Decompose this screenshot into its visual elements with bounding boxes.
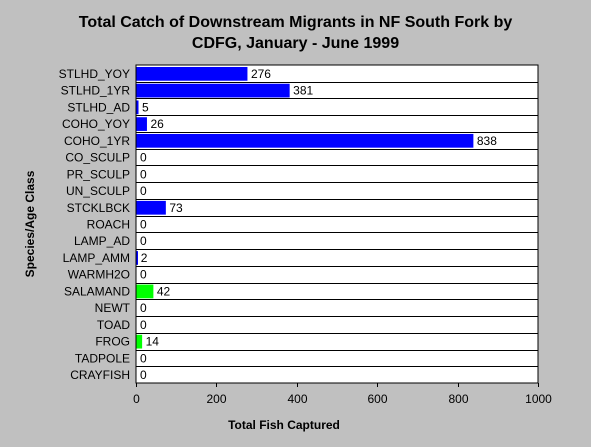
- value-labels: 276 381 526 838 0 0 0 73 0 0 2 0 42 0 0 14 0 0: [140, 67, 497, 382]
- category-label: STLHD_AD: [67, 100, 130, 114]
- x-tick-label: 400: [287, 392, 307, 406]
- value-label: 381: [293, 84, 313, 98]
- value-label: 5: [142, 100, 149, 114]
- x-tick-label: 0: [133, 392, 140, 406]
- bar: [136, 133, 474, 148]
- plot-area: [135, 64, 539, 384]
- value-label: 0: [140, 151, 147, 165]
- chart-title-line-2: CDFG, January - June 1999: [191, 35, 400, 52]
- category-label: NEWT: [95, 301, 131, 315]
- category-label: PR_SCULP: [67, 167, 130, 181]
- value-label: 73: [169, 201, 183, 215]
- x-tick-labels: 0 200 400 600 800 1000: [133, 383, 552, 406]
- value-label: 0: [140, 318, 147, 332]
- value-label: 26: [150, 117, 164, 131]
- bar: [136, 83, 290, 98]
- category-label: LAMP_AD: [74, 234, 130, 248]
- category-labels: STLHD_YOY STLHD_1YR STLHD_AD COHO_YOY COHO_1…: [59, 67, 131, 382]
- category-label: TOAD: [97, 318, 130, 332]
- value-label: 0: [140, 301, 147, 315]
- category-label: COHO_YOY: [62, 117, 130, 131]
- x-tick-label: 1000: [525, 392, 552, 406]
- value-label: 0: [140, 268, 147, 282]
- bar: [136, 251, 138, 265]
- x-axis-title: Total Fish Captured: [228, 418, 340, 432]
- x-tick-label: 800: [448, 392, 468, 406]
- category-label: SALAMAND: [64, 284, 130, 298]
- value-label: 276: [251, 67, 271, 81]
- category-label: CO_SCULP: [65, 151, 130, 165]
- value-label: 0: [140, 184, 147, 198]
- x-tick-label: 600: [367, 392, 387, 406]
- category-label: LAMP_AMM: [63, 251, 130, 265]
- value-label: 14: [146, 335, 160, 349]
- bars: [136, 67, 474, 349]
- bar: [136, 67, 248, 81]
- chart-title: Total Catch of Downstream Migrants in NF…: [0, 12, 591, 54]
- chart-title-line-1: Total Catch of Downstream Migrants in NF…: [78, 14, 513, 31]
- value-label: 0: [140, 218, 147, 232]
- bar: [136, 200, 166, 215]
- grid-lines: [136, 82, 538, 367]
- x-tick-label: 200: [206, 392, 226, 406]
- category-label: UN_SCULP: [66, 184, 130, 198]
- bar: [136, 334, 143, 349]
- category-label: ROACH: [87, 218, 130, 232]
- category-label: CRAYFISH: [70, 368, 130, 382]
- value-label: 838: [477, 134, 497, 148]
- category-label: STLHD_1YR: [61, 84, 131, 98]
- value-label: 42: [157, 284, 171, 298]
- category-label: FROG: [95, 335, 130, 349]
- category-label: STCKLBCK: [67, 201, 130, 215]
- category-label: STLHD_YOY: [59, 67, 130, 81]
- bar: [136, 100, 139, 115]
- value-label: 0: [140, 368, 147, 382]
- value-label: 0: [140, 234, 147, 248]
- bar: [136, 284, 154, 299]
- value-label: 0: [140, 167, 147, 181]
- category-label: TADPOLE: [75, 351, 130, 365]
- bar: [136, 117, 147, 131]
- category-label: COHO_1YR: [64, 134, 130, 148]
- value-label: 0: [140, 351, 147, 365]
- y-axis-title: Species/Age Class: [23, 170, 37, 277]
- category-label: WARMH2O: [68, 268, 130, 282]
- value-label: 2: [141, 251, 148, 265]
